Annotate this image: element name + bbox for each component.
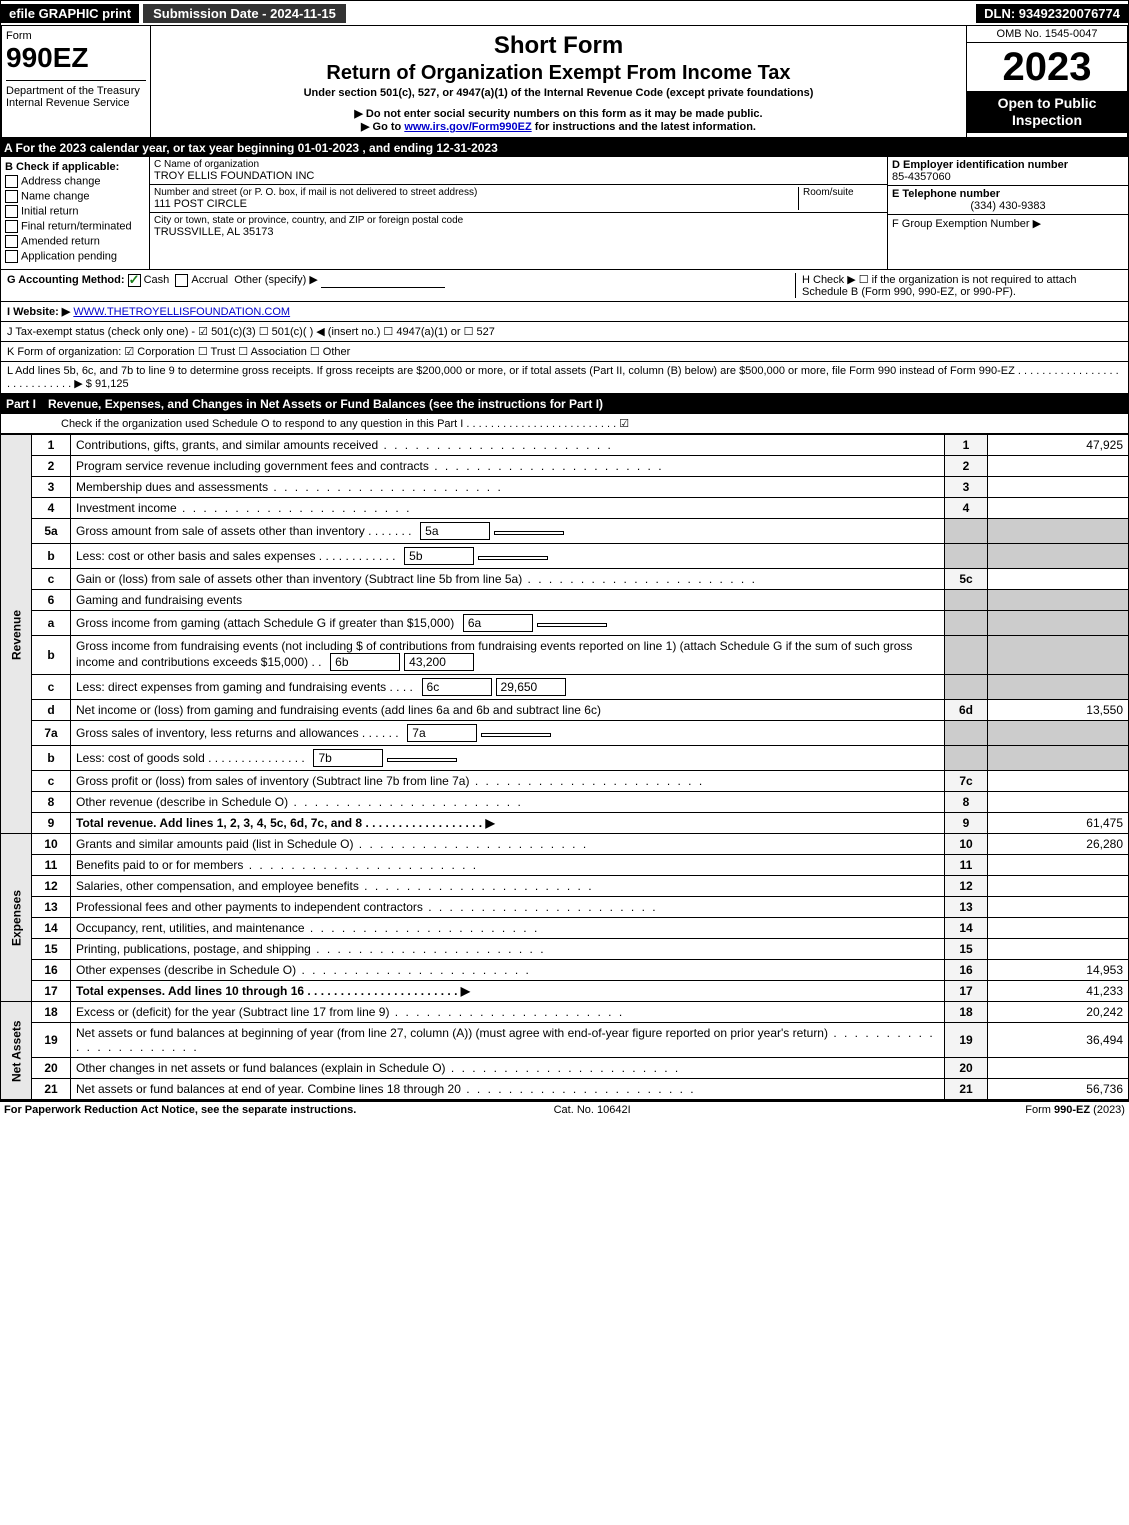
part1-label: Part I (6, 397, 48, 411)
org-city: TRUSSVILLE, AL 35173 (154, 226, 883, 238)
omb-number: OMB No. 1545-0047 (967, 26, 1127, 43)
e-phone-label: E Telephone number (892, 188, 1000, 200)
note-goto: ▶ Go to www.irs.gov/Form990EZ for instru… (155, 120, 962, 133)
sidebar-netassets: Net Assets (1, 1002, 32, 1100)
section-b: B Check if applicable: Address change Na… (1, 157, 150, 269)
title-short-form: Short Form (155, 32, 962, 60)
cb-accrual[interactable] (175, 274, 188, 287)
amt-21: 56,736 (988, 1079, 1129, 1100)
part1-header: Part I Revenue, Expenses, and Changes in… (0, 394, 1129, 414)
title-return: Return of Organization Exempt From Incom… (155, 62, 962, 85)
val-6b: 43,200 (404, 653, 474, 671)
dept-label: Department of the Treasury (6, 85, 146, 97)
page-footer: For Paperwork Reduction Act Notice, see … (0, 1100, 1129, 1118)
header-center: Short Form Return of Organization Exempt… (151, 26, 966, 137)
irs-label: Internal Revenue Service (6, 97, 146, 109)
cb-initial-return[interactable]: Initial return (5, 205, 145, 218)
cb-address-change[interactable]: Address change (5, 175, 145, 188)
submission-date: Submission Date - 2024-11-15 (143, 4, 346, 23)
section-c: C Name of organization TROY ELLIS FOUNDA… (150, 157, 887, 269)
l-text: L Add lines 5b, 6c, and 7b to line 9 to … (7, 365, 1119, 390)
org-street: 111 POST CIRCLE (154, 198, 798, 210)
open-to-public: Open to Public Inspection (967, 91, 1127, 133)
form-header: Form 990EZ Department of the Treasury In… (0, 26, 1129, 139)
row-k: K Form of organization: ☑ Corporation ☐ … (0, 342, 1129, 362)
ein-value: 85-4357060 (892, 171, 951, 183)
section-def: D Employer identification number 85-4357… (887, 157, 1128, 269)
amt-16: 14,953 (988, 960, 1129, 981)
sidebar-expenses: Expenses (1, 834, 32, 1002)
cb-application-pending[interactable]: Application pending (5, 250, 145, 263)
header-right: OMB No. 1545-0047 2023 Open to Public In… (966, 26, 1127, 137)
irs-link[interactable]: www.irs.gov/Form990EZ (404, 121, 531, 133)
cb-final-return[interactable]: Final return/terminated (5, 220, 145, 233)
header-left: Form 990EZ Department of the Treasury In… (2, 26, 151, 137)
sidebar-revenue: Revenue (1, 435, 32, 834)
b-label: B Check if applicable: (5, 161, 119, 173)
org-name: TROY ELLIS FOUNDATION INC (154, 170, 883, 182)
amt-19: 36,494 (988, 1023, 1129, 1058)
val-6c: 29,650 (496, 678, 566, 696)
footer-right: Form 990-EZ (2023) (1025, 1104, 1125, 1116)
amt-9: 61,475 (988, 813, 1129, 834)
row-i: I Website: ▶ WWW.THETROYELLISFOUNDATION.… (0, 302, 1129, 322)
phone-value: (334) 430-9383 (892, 200, 1124, 212)
efile-label[interactable]: efile GRAPHIC print (1, 4, 139, 23)
cb-name-change[interactable]: Name change (5, 190, 145, 203)
cb-cash[interactable] (128, 274, 141, 287)
g-label: G Accounting Method: (7, 274, 125, 286)
top-bar: efile GRAPHIC print Submission Date - 20… (0, 0, 1129, 26)
f-group-label: F Group Exemption Number ▶ (892, 218, 1041, 230)
amt-10: 26,280 (988, 834, 1129, 855)
website-link[interactable]: WWW.THETROYELLISFOUNDATION.COM (73, 306, 290, 318)
lines-table: Revenue 1 Contributions, gifts, grants, … (0, 434, 1129, 1100)
form-number: 990EZ (6, 42, 146, 74)
row-l: L Add lines 5b, 6c, and 7b to line 9 to … (0, 362, 1129, 394)
part1-title: Revenue, Expenses, and Changes in Net As… (48, 397, 1123, 411)
amt-17: 41,233 (988, 981, 1129, 1002)
d-ein-label: D Employer identification number (892, 159, 1068, 171)
row-h: H Check ▶ ☐ if the organization is not r… (795, 273, 1122, 298)
row-gh: G Accounting Method: Cash Accrual Other … (0, 270, 1129, 302)
form-word: Form (6, 30, 146, 42)
i-label: I Website: ▶ (7, 306, 70, 318)
part1-checknote: Check if the organization used Schedule … (0, 414, 1129, 434)
c-name-label: C Name of organization (154, 159, 883, 170)
footer-left: For Paperwork Reduction Act Notice, see … (4, 1104, 356, 1116)
row-a-tax-year: A For the 2023 calendar year, or tax yea… (0, 139, 1129, 157)
c-city-label: City or town, state or province, country… (154, 215, 883, 226)
c-street-label: Number and street (or P. O. box, if mail… (154, 187, 798, 198)
amt-18: 20,242 (988, 1002, 1129, 1023)
cb-amended-return[interactable]: Amended return (5, 235, 145, 248)
l-amount: 91,125 (95, 378, 129, 390)
row-j: J Tax-exempt status (check only one) - ☑… (0, 322, 1129, 342)
other-method-input[interactable] (321, 273, 445, 288)
amt-6d: 13,550 (988, 700, 1129, 721)
tax-year: 2023 (967, 43, 1127, 91)
dln-label: DLN: 93492320076774 (976, 4, 1128, 23)
room-label: Room/suite (803, 187, 883, 198)
amt-1: 47,925 (988, 435, 1129, 456)
info-block: B Check if applicable: Address change Na… (0, 157, 1129, 270)
subtitle: Under section 501(c), 527, or 4947(a)(1)… (155, 87, 962, 99)
note-ssn: ▶ Do not enter social security numbers o… (155, 107, 962, 120)
footer-center: Cat. No. 10642I (554, 1104, 631, 1116)
